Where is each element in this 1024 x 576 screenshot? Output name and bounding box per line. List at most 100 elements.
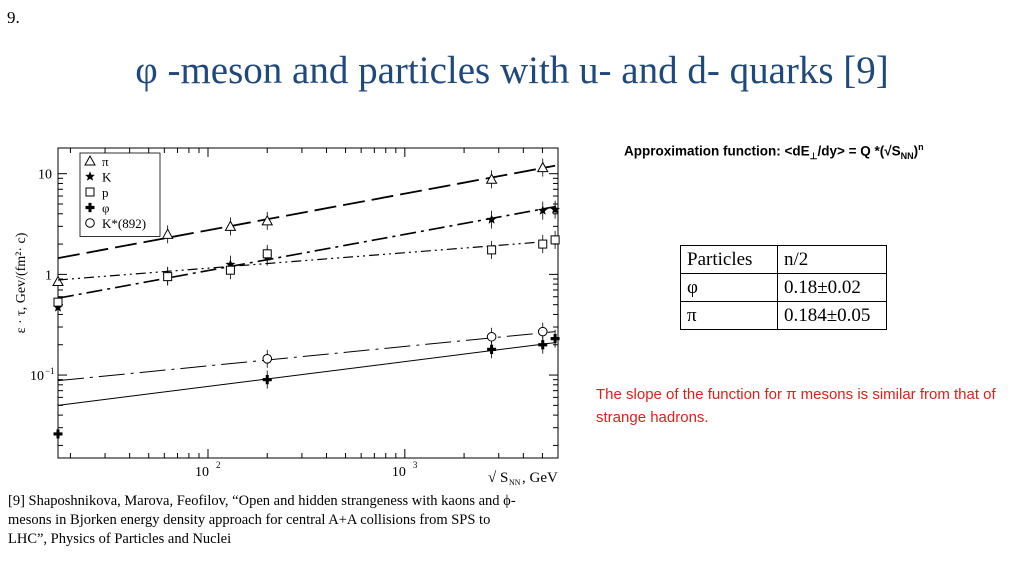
approx-sub: NN <box>900 151 914 162</box>
x-tick-label-exponent: 2 <box>216 460 221 470</box>
triangle-marker <box>84 154 96 166</box>
triangle-marker <box>52 275 64 286</box>
triangle-marker <box>161 228 174 239</box>
star-marker <box>486 214 497 224</box>
table-header-row: Particles n/2 <box>680 245 887 274</box>
circle-marker <box>537 326 548 337</box>
circle-marker <box>85 218 95 228</box>
cross-marker <box>262 375 272 385</box>
data-point <box>52 275 64 286</box>
slide-title: φ -meson and particles with u- and d- qu… <box>135 49 889 92</box>
data-point <box>536 161 549 173</box>
legend-label: π <box>102 154 109 169</box>
data-point <box>537 205 548 215</box>
data-point <box>53 297 63 307</box>
slope-note: The slope of the function for π mesons i… <box>596 386 996 426</box>
y-tick-label: 10 <box>38 168 52 183</box>
star-marker <box>85 171 95 181</box>
square-marker <box>163 272 173 282</box>
cross-marker <box>538 340 548 350</box>
data-point <box>550 334 560 344</box>
x-tick-label: 10 <box>392 465 406 480</box>
table-cell: φ <box>680 273 778 302</box>
legend-marker <box>85 218 95 228</box>
data-point <box>486 331 497 342</box>
x-axis-label-s: S <box>500 470 508 485</box>
circle-marker <box>262 354 273 364</box>
triangle-marker <box>485 173 498 184</box>
table-header-cell: n/2 <box>777 245 887 274</box>
triangle-marker <box>261 214 274 226</box>
legend-label: p <box>102 185 109 200</box>
square-marker <box>53 297 63 307</box>
exponent-table: Particles n/2 φ 0.18±0.02 π 0.184±0.05 <box>680 245 887 330</box>
data-point <box>487 344 497 354</box>
data-point <box>550 235 560 245</box>
fit-line <box>57 164 556 260</box>
cross-marker <box>53 429 63 439</box>
table-header-cell: Particles <box>680 245 778 274</box>
y-tick-label: 10 <box>30 369 44 384</box>
fit-line <box>57 331 556 382</box>
x-axis-label: √ <box>488 470 497 485</box>
square-marker <box>85 187 95 197</box>
table-cell: 0.18±0.02 <box>777 273 887 302</box>
legend-marker <box>85 171 95 181</box>
data-point <box>262 249 272 259</box>
data-point <box>538 340 548 350</box>
cross-marker <box>85 202 95 213</box>
table-cell: π <box>680 301 778 330</box>
approx-mid: /dy> = Q *(√S <box>817 143 901 159</box>
x-tick-label: 10 <box>195 465 209 480</box>
data-point <box>486 214 497 224</box>
data-point <box>262 375 272 385</box>
triangle-marker <box>536 161 549 173</box>
slide-number: 9. <box>7 8 20 27</box>
approx-perp: ⊥ <box>809 151 818 162</box>
x-tick-label-exponent: 3 <box>413 460 418 470</box>
data-point <box>485 173 498 184</box>
star-marker <box>550 204 560 214</box>
approx-sup: n <box>918 142 924 152</box>
fit-line <box>57 240 556 281</box>
x-axis-label-sub: NN <box>509 478 521 485</box>
approx-close: ) <box>913 143 919 159</box>
square-marker <box>550 235 560 245</box>
cross-marker <box>550 334 560 344</box>
square-marker <box>225 265 235 275</box>
square-marker <box>538 239 548 249</box>
data-point <box>550 204 560 214</box>
data-point <box>53 429 63 439</box>
data-point <box>262 354 273 364</box>
data-point <box>487 245 497 255</box>
cross-marker <box>487 344 497 354</box>
square-marker <box>487 245 497 255</box>
y-tick-label-exponent: −1 <box>45 366 55 376</box>
square-marker <box>262 249 272 259</box>
fit-line <box>57 342 556 406</box>
y-tick-label: 1 <box>45 268 52 283</box>
approximation-function-text: Approximation function: <dE⊥/dy> = Q *(√… <box>624 137 954 166</box>
reference-citation: [9] Shaposhnikova, Marova, Feofilov, “Op… <box>8 493 516 547</box>
legend-label: K <box>102 170 112 185</box>
y-axis-label: ε · τ, Gev/(fm²· c) <box>14 232 29 333</box>
star-marker <box>537 205 548 215</box>
legend-marker <box>84 154 96 166</box>
data-point <box>537 326 548 337</box>
legend-marker <box>85 202 95 213</box>
data-point <box>225 265 235 275</box>
data-point <box>538 239 548 249</box>
legend-marker <box>85 187 95 197</box>
x-axis-label-unit: , GeV <box>522 470 558 485</box>
approx-prefix: Approximation function: <dE <box>624 143 810 159</box>
data-point <box>224 220 237 231</box>
table-row: φ 0.18±0.02 <box>680 273 887 302</box>
data-point <box>261 214 274 226</box>
table-cell: 0.184±0.05 <box>777 301 887 330</box>
data-point <box>163 272 173 282</box>
triangle-marker <box>224 220 237 231</box>
data-point <box>161 228 174 239</box>
table-row: π 0.184±0.05 <box>680 301 887 330</box>
legend-label: φ <box>102 201 110 216</box>
